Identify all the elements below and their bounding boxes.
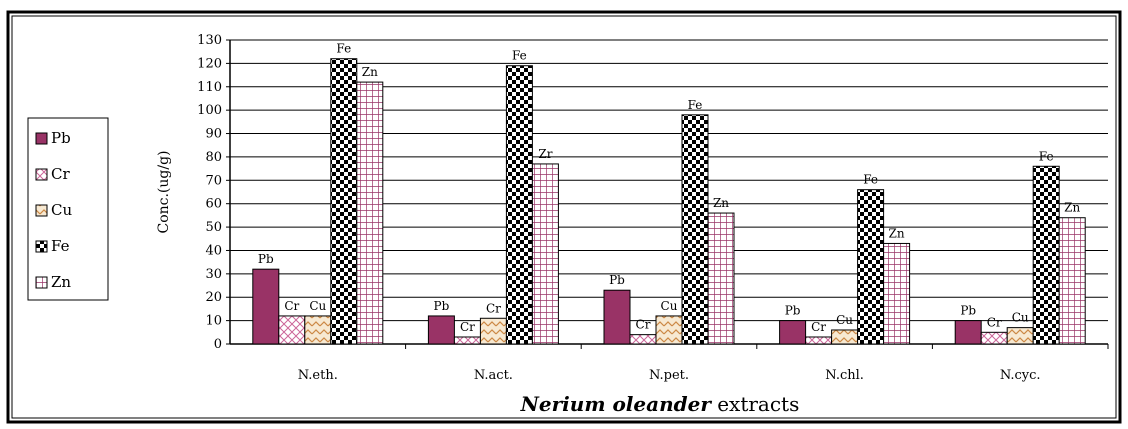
data-label-zn: Zr [538, 147, 552, 161]
data-label-fe: Fe [512, 49, 527, 63]
data-label-cr: Cr [284, 299, 299, 313]
data-label-pb: Pb [434, 299, 450, 313]
y-tick-label: 20 [205, 290, 222, 305]
y-tick-label: 80 [205, 150, 222, 165]
data-label-zn: Zn [713, 196, 729, 210]
legend-label-fe: Fe [51, 237, 70, 255]
bar-zn [707, 212, 735, 345]
y-tick-label: 90 [205, 127, 222, 142]
bar-cr [980, 331, 1008, 345]
bar-zn [531, 163, 559, 345]
legend-swatch-cr [35, 168, 48, 181]
bar-fe [330, 58, 358, 345]
bar-pb [603, 289, 631, 345]
data-label-fe: Fe [863, 173, 878, 187]
data-label-cr: Cr [811, 320, 826, 334]
legend-swatch-fe [35, 240, 48, 253]
y-tick-label: 0 [214, 337, 222, 352]
legend: Pb Cr Cu Fe Zn [27, 117, 109, 301]
y-tick-label: 100 [197, 103, 222, 118]
data-label-fe: Fe [688, 98, 703, 112]
data-label-zn: Zn [1064, 201, 1080, 215]
data-label-zn: Zn [362, 65, 378, 79]
category-label: N.pet. [649, 368, 689, 383]
bar-cr [805, 336, 833, 345]
data-label-zn: Zn [889, 226, 905, 240]
x-axis-label-italic: Nerium oleander [520, 392, 713, 416]
legend-swatch-cu [35, 204, 48, 217]
category-label: N.cyc. [1000, 368, 1041, 383]
bar-fe [857, 189, 885, 345]
bar-fe [505, 65, 533, 345]
y-tick-label: 110 [197, 80, 222, 95]
data-label-pb: Pb [258, 252, 274, 266]
legend-label-cr: Cr [51, 165, 70, 183]
data-label-pb: Pb [785, 304, 801, 318]
data-label-pb: Pb [960, 304, 976, 318]
bar-cr [278, 315, 306, 345]
legend-label-pb: Pb [51, 129, 71, 147]
category-label: N.chl. [825, 368, 864, 383]
legend-label-cu: Cu [51, 201, 72, 219]
bar-pb [427, 315, 455, 345]
x-axis-label-rest: extracts [711, 392, 800, 416]
bar-cu [831, 329, 859, 345]
category-label: N.eth. [298, 368, 338, 383]
data-label-cr: Cr [987, 315, 1002, 329]
y-tick-label: 130 [197, 33, 222, 48]
bar-zn [883, 242, 911, 345]
legend-swatch-pb [35, 132, 48, 145]
y-tick-label: 40 [205, 243, 222, 258]
y-axis-label: Conc.(ug/g) [156, 150, 172, 233]
bar-cr [453, 336, 481, 345]
bar-cu [479, 317, 507, 345]
bar-fe [681, 114, 709, 345]
data-labels: Pb Cr Cu Fe Zn Pb Cr Cr Fe Zr Pb Cr Cu Fe Zn Pb Cr Cu Fe Zn… [258, 42, 1081, 334]
data-label-cu: Cu [836, 313, 853, 327]
data-label-cu: Cu [1012, 311, 1029, 325]
bar-zn [356, 81, 384, 345]
category-labels: N.eth. N.act. N.pet. N.chl. N.cyc. [298, 368, 1041, 383]
y-tick-label: 10 [205, 314, 222, 329]
bars [252, 58, 1086, 345]
inner-border [11, 15, 1117, 419]
data-label-cu: Cu [309, 299, 326, 313]
bar-cu [304, 315, 332, 345]
bar-cu [655, 315, 683, 345]
bar-fe [1032, 165, 1060, 345]
y-tick-label: 30 [205, 267, 222, 282]
bar-pb [954, 320, 982, 345]
data-label-fe: Fe [1039, 149, 1054, 163]
category-label: N.act. [474, 368, 513, 383]
legend-label-zn: Zn [51, 273, 71, 291]
bar-pb [252, 268, 280, 345]
bar-cr [629, 334, 657, 345]
bar-cu [1006, 327, 1034, 345]
bar-zn [1058, 217, 1086, 345]
data-label-cr: Cr [636, 318, 651, 332]
data-label-cu: Cr [486, 301, 501, 315]
legend-swatch-zn [35, 276, 48, 289]
y-tick-label: 60 [205, 197, 222, 212]
bar-pb [779, 320, 807, 345]
outer-border [6, 10, 1122, 424]
data-label-cu: Cu [661, 299, 678, 313]
y-tick-label: 70 [205, 173, 222, 188]
data-label-pb: Pb [609, 273, 625, 287]
y-tick-label: 50 [205, 220, 222, 235]
x-axis-label: Nerium oleander extracts [520, 392, 800, 416]
y-tick-label: 120 [197, 56, 222, 71]
data-label-fe: Fe [336, 42, 351, 56]
data-label-cr: Cr [460, 320, 475, 334]
